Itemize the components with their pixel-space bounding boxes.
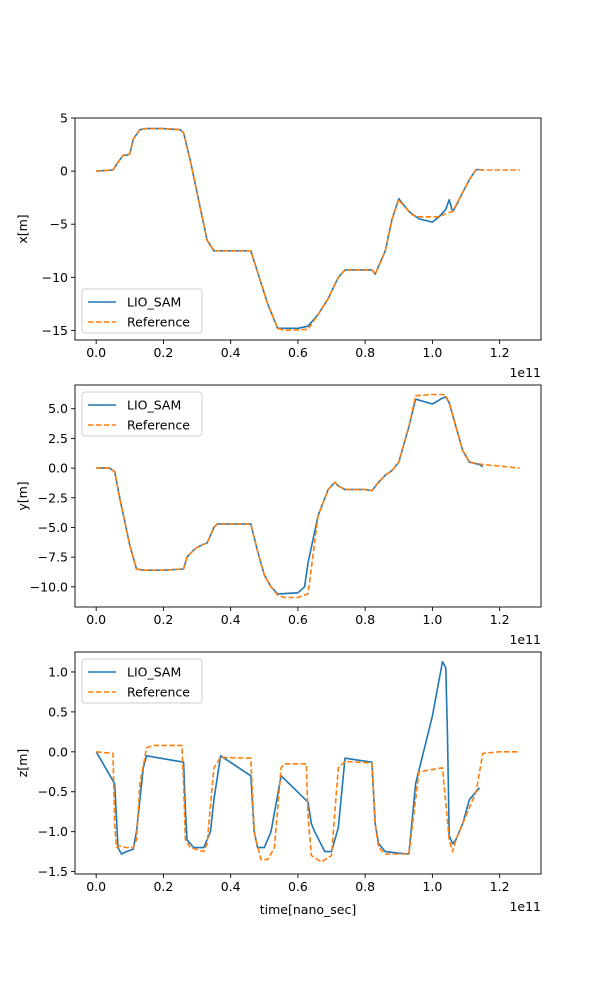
y-tick-label: 0 (60, 164, 68, 179)
legend-label-reference: Reference (127, 418, 190, 433)
y-tick-label: 0.5 (48, 704, 68, 719)
axes-frame (74, 651, 542, 875)
x-tick-label: 1.2 (490, 879, 510, 894)
x-tick-label: 0.4 (221, 345, 241, 360)
x-offset-label: 1e11 (509, 632, 541, 647)
legend: LIO_SAM Reference (81, 288, 203, 334)
y-tick-label: −5.0 (38, 520, 68, 535)
series-line-reference (96, 127, 520, 332)
x-tick-label: 0.6 (288, 612, 308, 627)
axes-frame (74, 384, 542, 608)
y-tick-label: 1.0 (48, 664, 68, 679)
y-tick-label: 0.0 (48, 744, 68, 759)
x-tick-label: 0.0 (86, 879, 106, 894)
x-tick-label: 1.2 (490, 612, 510, 627)
legend-label-reference: Reference (127, 685, 190, 700)
y-tick-label: −10 (42, 270, 68, 285)
x-tick-label: 0.6 (288, 879, 308, 894)
y-axis-label: z[m] (15, 749, 30, 778)
x-tick-label: 1.0 (422, 879, 442, 894)
legend-label-lio-sam: LIO_SAM (127, 398, 181, 413)
x-tick-label: 0.2 (153, 345, 173, 360)
legend-label-lio-sam: LIO_SAM (127, 665, 181, 680)
y-axis-label: x[m] (15, 214, 30, 243)
y-tick-label: 0.0 (48, 461, 68, 476)
y-tick-label: −10.0 (30, 579, 68, 594)
x-offset-label: 1e11 (509, 365, 541, 380)
x-tick-label: 0.2 (153, 879, 173, 894)
x-tick-label: 0.0 (86, 612, 106, 627)
y-tick-label: −1.5 (38, 864, 68, 879)
y-tick-label: 2.5 (48, 431, 68, 446)
y-tick-label: 5 (60, 111, 68, 126)
x-tick-label: 0.4 (221, 879, 241, 894)
subplot-2: 0.0 0.2 0.4 0.6 0.8 1.0 1.2 −10.0 −7.5 −5.0 −2.5 0.… (15, 384, 542, 647)
x-tick-label: 1.2 (490, 345, 510, 360)
x-tick-label: 0.2 (153, 612, 173, 627)
legend-label-reference: Reference (127, 315, 190, 330)
y-axis-label: y[m] (15, 481, 30, 510)
series-line-reference (96, 393, 520, 599)
y-tick-label: −15 (42, 323, 68, 338)
y-tick-label: −5 (50, 217, 68, 232)
x-tick-label: 0.8 (355, 612, 375, 627)
y-tick-label: −7.5 (38, 550, 68, 565)
x-offset-label: 1e11 (509, 899, 541, 914)
y-tick-label: 5.0 (48, 401, 68, 416)
x-tick-label: 0.6 (288, 345, 308, 360)
x-tick-label: 1.0 (422, 345, 442, 360)
x-tick-label: 0.0 (86, 345, 106, 360)
legend: LIO_SAM Reference (81, 658, 203, 704)
x-tick-label: 0.8 (355, 345, 375, 360)
x-tick-label: 0.8 (355, 879, 375, 894)
subplot-1: 0.0 0.2 0.4 0.6 0.8 1.0 1.2 −15 −10 −5 0 5 1e11 x[m] L… (15, 111, 542, 380)
series-line-reference (96, 744, 520, 863)
axes-frame (74, 117, 542, 341)
subplot-3: 0.0 0.2 0.4 0.6 0.8 1.0 1.2 −1.5 −1.0 −0.5 0.0 0.5 1… (15, 651, 542, 917)
x-tick-label: 0.4 (221, 612, 241, 627)
y-tick-label: −2.5 (38, 490, 68, 505)
x-tick-label: 1.0 (422, 612, 442, 627)
legend: LIO_SAM Reference (81, 391, 203, 437)
y-tick-label: −0.5 (38, 784, 68, 799)
legend-label-lio-sam: LIO_SAM (127, 295, 181, 310)
y-tick-label: −1.0 (38, 824, 68, 839)
x-axis-label: time[nano_sec] (260, 902, 356, 917)
